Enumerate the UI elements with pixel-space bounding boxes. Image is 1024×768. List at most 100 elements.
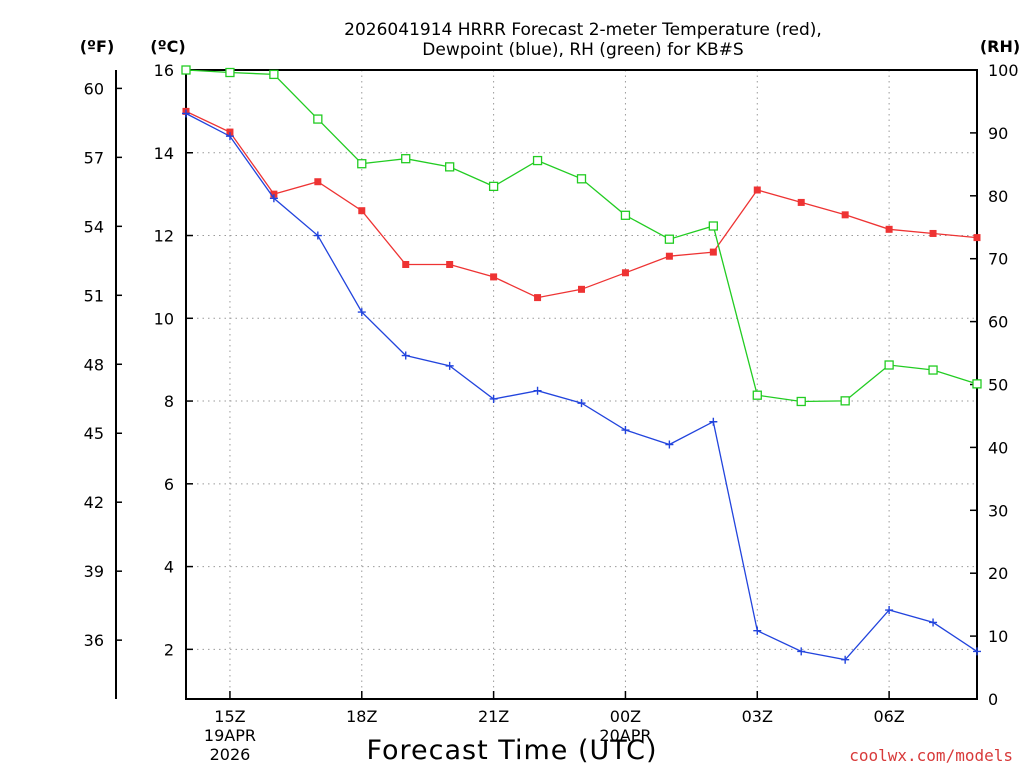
2-meter-temperature-point-20: [446, 260, 454, 268]
celsius-unit-label: (ºC): [150, 37, 185, 56]
dewpoint-point-31: [929, 618, 938, 627]
rh-tick-label-80: 80: [988, 187, 1008, 206]
credit-text: coolwx.com/models: [849, 746, 1013, 765]
dewpoint-point-32: [973, 647, 981, 656]
rh-point-22: [532, 155, 543, 166]
2-meter-temperature-point-24: [621, 269, 629, 277]
data-series: [181, 65, 982, 664]
2-meter-temperature-point-29: [841, 211, 849, 219]
celsius-tick-label-2: 2: [164, 640, 174, 659]
dewpoint-point-22: [533, 386, 542, 395]
fahrenheit-unit-label: (ºF): [80, 37, 115, 56]
celsius-tick-label-4: 4: [164, 558, 174, 577]
x-tick-label-15Z: 15Z: [214, 707, 245, 726]
rh-point-31: [928, 365, 938, 375]
rh-point-25: [664, 234, 675, 244]
rh-tick-label-10: 10: [988, 627, 1008, 646]
2-meter-temperature-point-15: [226, 128, 234, 136]
dewpoint-point-29: [841, 655, 850, 664]
2-meter-temperature-point-28: [797, 198, 805, 206]
rh-tick-label-70: 70: [988, 250, 1008, 269]
dewpoint-point-19: [401, 351, 410, 360]
series-dewpoint: [182, 109, 981, 664]
celsius-tick-label-16: 16: [154, 61, 174, 80]
chart-title-line-1: 2026041914 HRRR Forecast 2-meter Tempera…: [344, 20, 822, 40]
dewpoint-point-18: [357, 308, 366, 317]
rh-tick-label-50: 50: [988, 376, 1008, 395]
fahrenheit-tick-label-42: 42: [84, 493, 104, 512]
rh-tick-label-100: 100: [988, 61, 1019, 80]
rh-tick-label-0: 0: [988, 690, 998, 709]
dewpoint-point-30: [885, 606, 894, 615]
2-meter-temperature-point-26: [709, 248, 717, 256]
rh-point-16: [269, 69, 279, 80]
rh-tick-label-90: 90: [988, 124, 1008, 143]
fahrenheit-tick-label-51: 51: [84, 286, 104, 305]
2-meter-temperature-point-23: [578, 285, 585, 293]
fahrenheit-tick-label-57: 57: [84, 148, 104, 167]
rh-point-29: [840, 396, 850, 406]
2-meter-temperature-point-18: [358, 207, 366, 215]
rh-point-24: [620, 210, 631, 220]
rh-point-15: [225, 67, 235, 78]
x-year-label-2026: 2026: [210, 745, 251, 764]
x-date-label-20APR: 20APR: [599, 726, 651, 745]
rh-point-27: [752, 390, 762, 400]
dewpoint-point-17: [313, 231, 322, 240]
fahrenheit-tick-label-36: 36: [84, 631, 104, 650]
x-tick-label-18Z: 18Z: [346, 707, 377, 726]
2-meter-temperature-point-19: [402, 260, 410, 268]
fahrenheit-tick-label-48: 48: [84, 355, 104, 374]
dewpoint-point-21: [489, 394, 498, 403]
celsius-tick-label-12: 12: [154, 227, 174, 246]
chart-title-line-2: Dewpoint (blue), RH (green) for KB#S: [422, 40, 743, 60]
rh-tick-label-20: 20: [988, 564, 1008, 583]
celsius-tick-label-14: 14: [154, 144, 174, 163]
celsius-tick-label-10: 10: [154, 309, 174, 328]
fahrenheit-tick-label-39: 39: [84, 562, 104, 581]
rh-unit-label: (RH): [980, 37, 1020, 56]
2-meter-temperature-point-27: [753, 186, 761, 194]
rh-point-30: [884, 360, 894, 370]
dewpoint-point-27: [753, 626, 762, 635]
2-meter-temperature-point-22: [534, 294, 542, 302]
dewpoint-point-28: [797, 647, 806, 656]
rh-tick-label-40: 40: [988, 438, 1008, 457]
x-tick-label-03Z: 03Z: [742, 707, 773, 726]
fahrenheit-tick-label-54: 54: [84, 217, 104, 236]
rh-point-18: [357, 159, 367, 169]
x-axis-title: Forecast Time (UTC): [366, 735, 657, 766]
dewpoint-point-25: [665, 440, 674, 449]
rh-point-21: [488, 181, 499, 192]
2-meter-temperature-point-32: [973, 234, 981, 242]
rh-tick-label-60: 60: [988, 313, 1008, 332]
celsius-tick-label-8: 8: [164, 392, 174, 411]
fahrenheit-tick-label-60: 60: [84, 79, 104, 98]
series-2-meter-temperature: [182, 107, 981, 302]
rh-point-17: [313, 114, 323, 124]
dewpoint-point-20: [445, 361, 454, 370]
rh-tick-label-30: 30: [988, 501, 1008, 520]
2-meter-temperature-point-21: [490, 273, 498, 281]
x-tick-label-00Z: 00Z: [610, 707, 641, 726]
series-rh: [181, 65, 982, 407]
2-meter-temperature-point-16: [270, 190, 278, 198]
rh-point-23: [576, 174, 587, 184]
dewpoint-point-16: [269, 194, 278, 203]
rh-point-20: [445, 162, 455, 172]
x-tick-label-21Z: 21Z: [478, 707, 509, 726]
dewpoint-point-23: [577, 399, 586, 408]
x-tick-label-06Z: 06Z: [873, 707, 904, 726]
x-date-label-19APR: 19APR: [204, 726, 256, 745]
rh-point-28: [796, 396, 806, 407]
celsius-tick-label-6: 6: [164, 475, 174, 494]
rh-point-32: [972, 379, 982, 389]
dewpoint-point-26: [709, 417, 718, 426]
dewpoint-point-14: [182, 109, 190, 118]
dewpoint-point-24: [621, 426, 630, 435]
2-meter-temperature-point-31: [929, 229, 937, 237]
rh-point-26: [708, 221, 718, 231]
dewpoint-point-15: [225, 132, 234, 141]
